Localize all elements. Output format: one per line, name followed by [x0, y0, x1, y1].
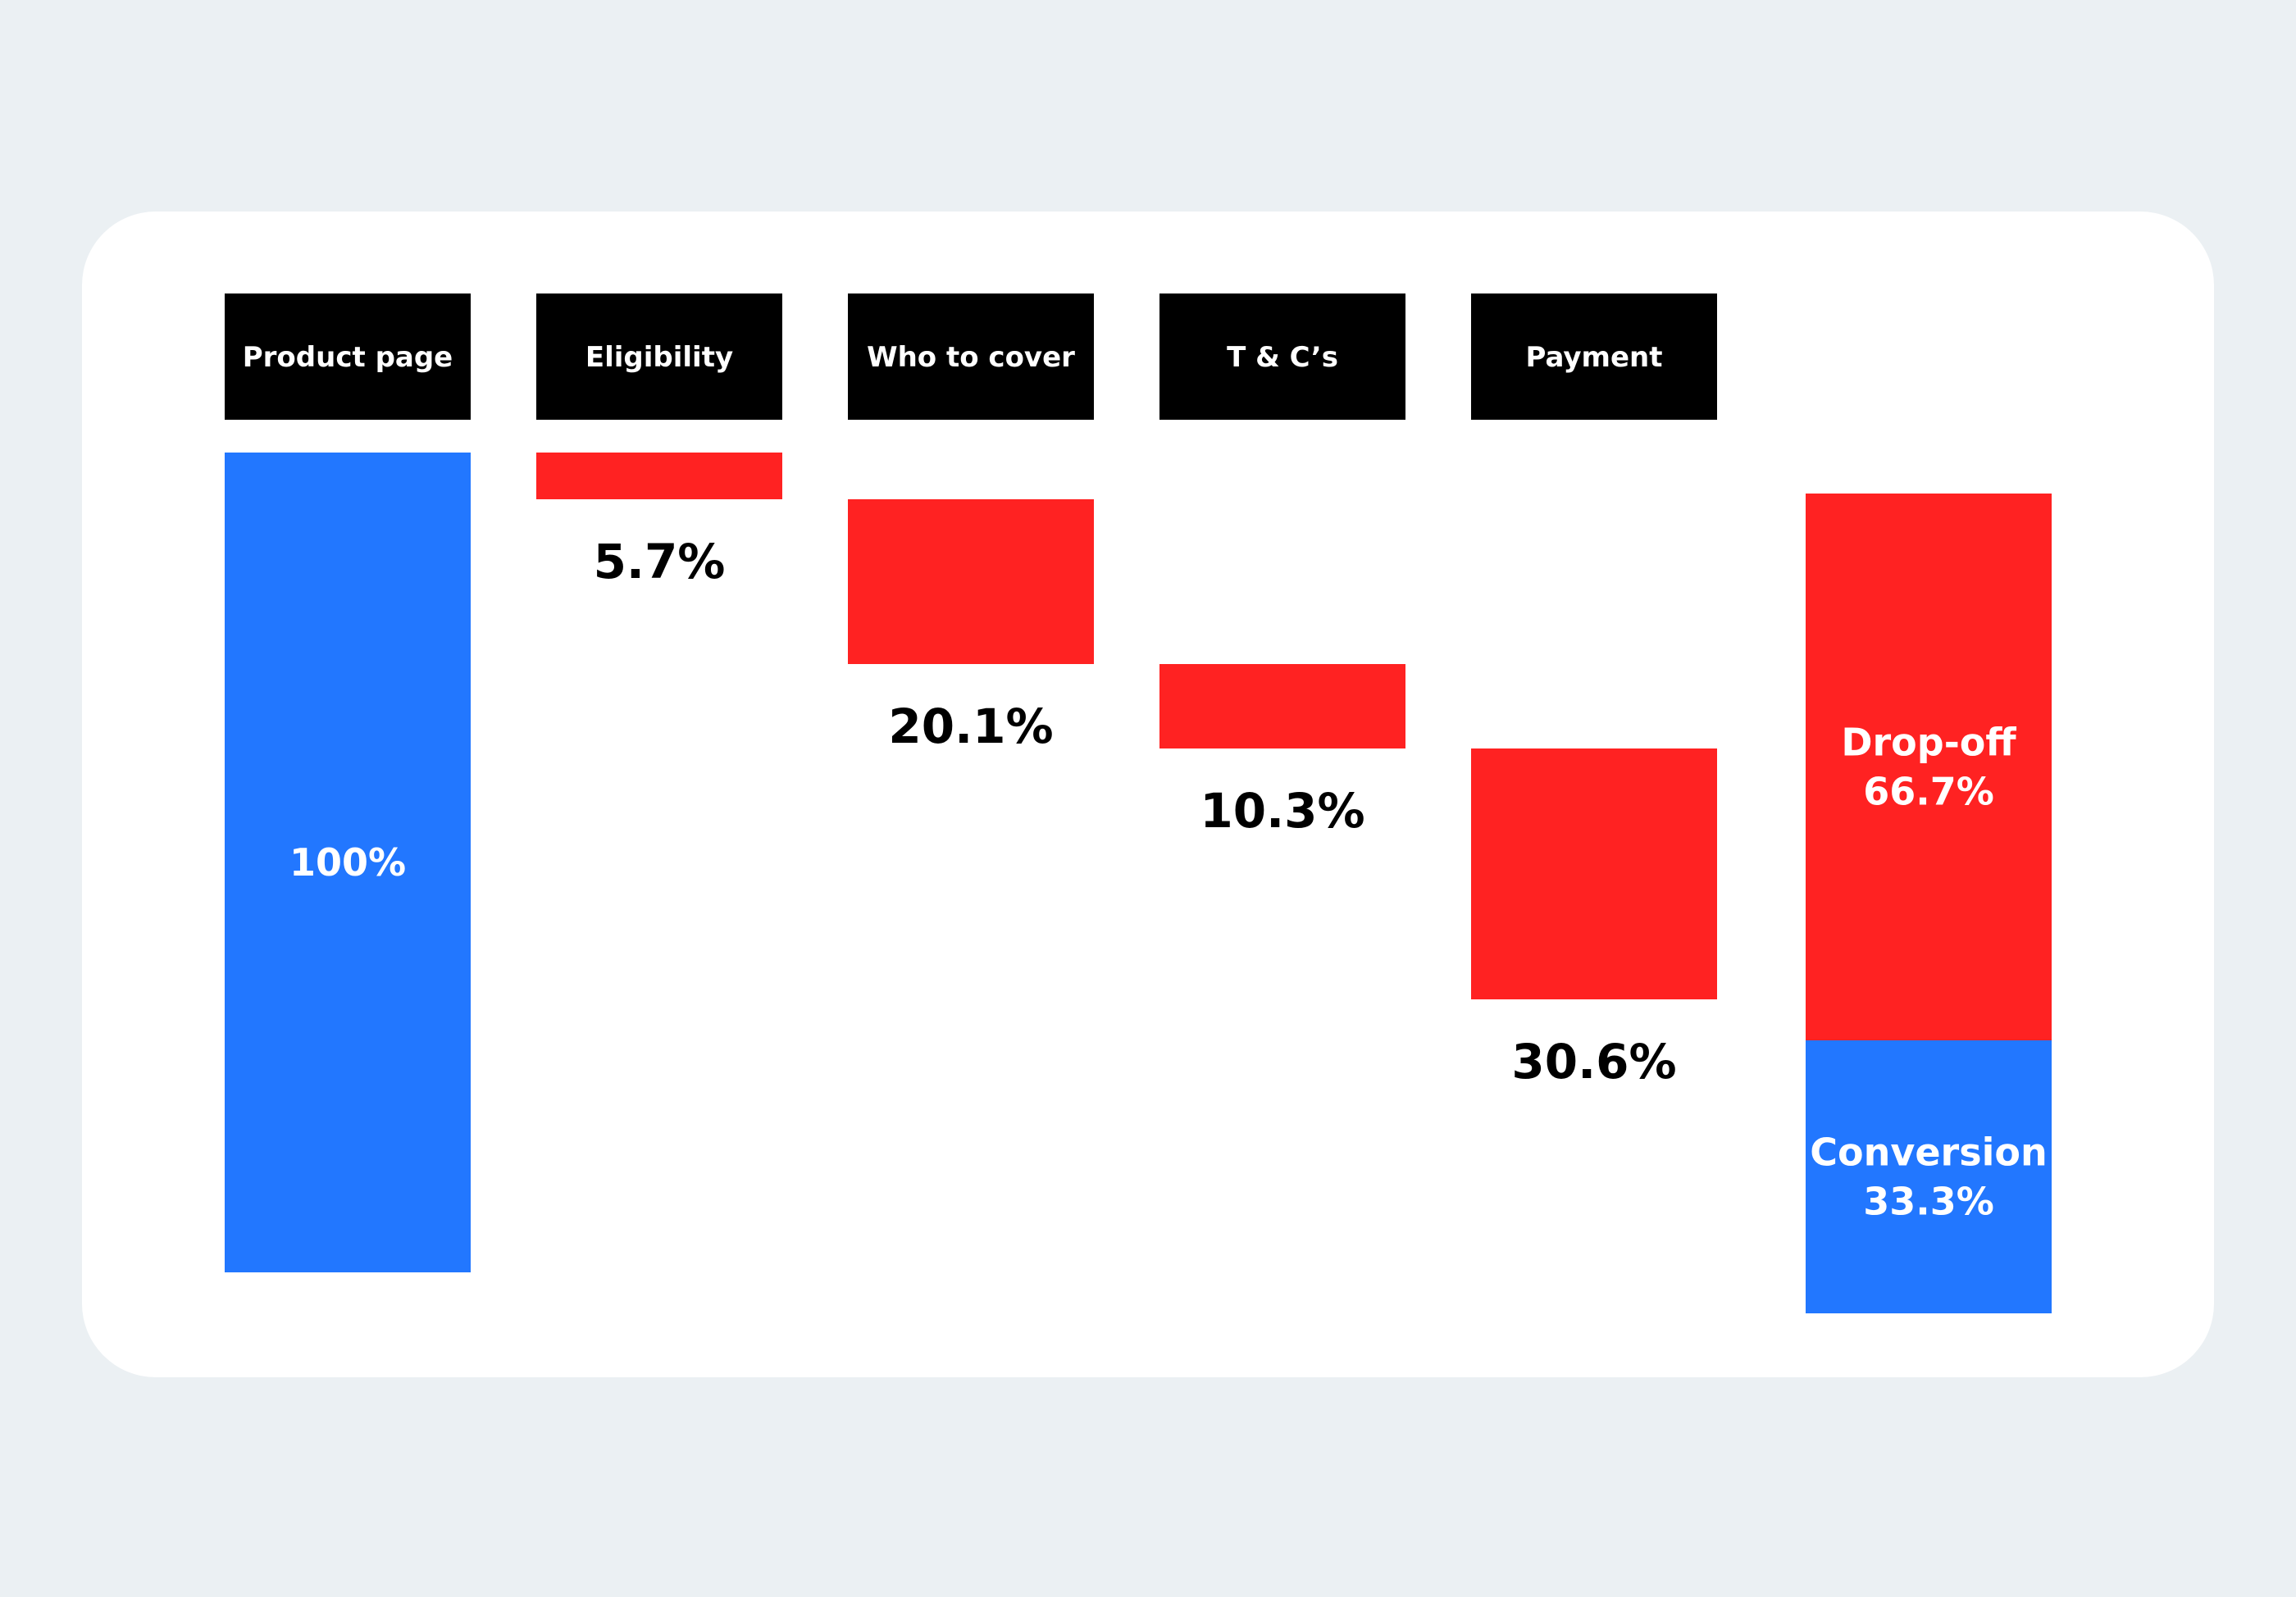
conversion-name: Conversion: [1810, 1131, 2047, 1175]
data-label: 100%: [289, 840, 406, 885]
step-header-label: Payment: [1525, 341, 1662, 374]
bar-drop: [1471, 748, 1717, 999]
data-label: 20.1%: [888, 698, 1053, 754]
step-header-t-c-s: [1159, 293, 1405, 420]
step-header-label: T & C’s: [1227, 341, 1338, 374]
data-label: 5.7%: [594, 534, 726, 589]
bar-dropoff: [1806, 494, 2052, 1040]
step-header-product-page: [225, 293, 471, 420]
bar-total: [225, 453, 471, 1272]
dropoff-name: Drop-off: [1841, 721, 2016, 765]
step-header-payment: [1471, 293, 1717, 420]
data-label: 30.6%: [1511, 1034, 1676, 1090]
bar-drop: [1159, 664, 1405, 748]
step-header-label: Who to cover: [867, 341, 1075, 374]
bar-conversion: [1806, 1040, 2052, 1313]
step-header-who-to-cover: [848, 293, 1094, 420]
data-label: 10.3%: [1200, 783, 1364, 839]
step-header-eligibility: [536, 293, 782, 420]
bar-drop: [536, 453, 782, 499]
step-header-label: Eligibility: [585, 341, 733, 374]
dropoff-value: 66.7%: [1863, 770, 1994, 814]
bar-drop: [848, 499, 1094, 664]
conversion-value: 33.3%: [1863, 1180, 1994, 1224]
step-header-label: Product page: [243, 341, 453, 374]
